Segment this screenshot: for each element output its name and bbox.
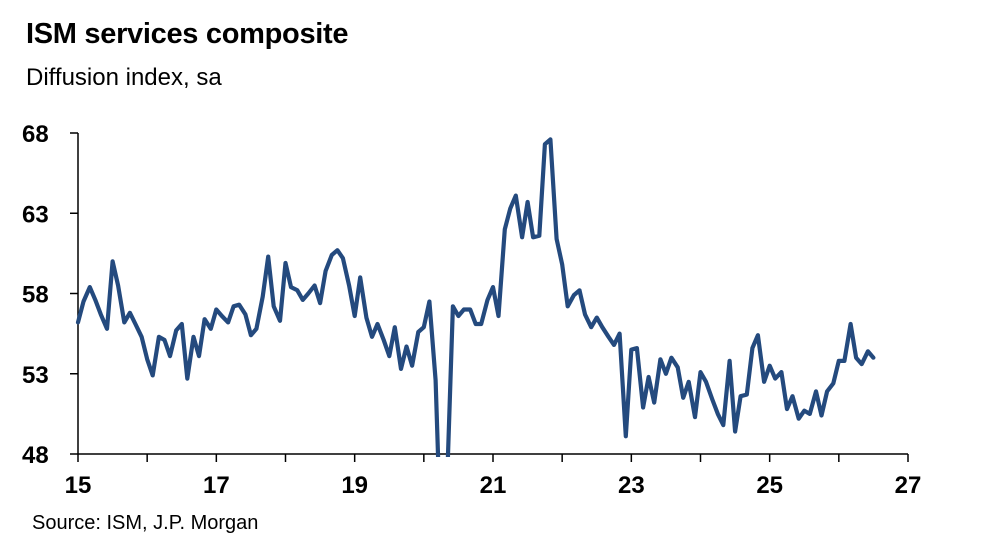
x-tick-label: 21 (480, 472, 507, 499)
y-tick-label: 58 (22, 282, 49, 309)
x-tick-label: 19 (341, 472, 368, 499)
chart-subtitle: Diffusion index, sa (26, 64, 222, 91)
series-line-0 (75, 137, 876, 457)
y-axis: 68 63 58 53 48 (22, 121, 79, 469)
source-note: Source: ISM, J.P. Morgan (32, 512, 259, 534)
x-tick-label: 25 (756, 472, 783, 499)
x-tick-label: 27 (895, 472, 922, 499)
y-tick-label: 53 (22, 362, 49, 389)
x-tick-label: 15 (65, 472, 92, 499)
x-tick-label: 17 (203, 472, 230, 499)
y-tick-label: 68 (22, 121, 49, 148)
x-axis: 15 17 19 21 23 25 27 (65, 453, 922, 499)
chart-title: ISM services composite (26, 18, 349, 50)
series-layer (75, 137, 876, 457)
y-tick-label: 63 (22, 201, 49, 228)
x-tick-label: 23 (618, 472, 645, 499)
y-tick-label: 48 (22, 442, 49, 469)
